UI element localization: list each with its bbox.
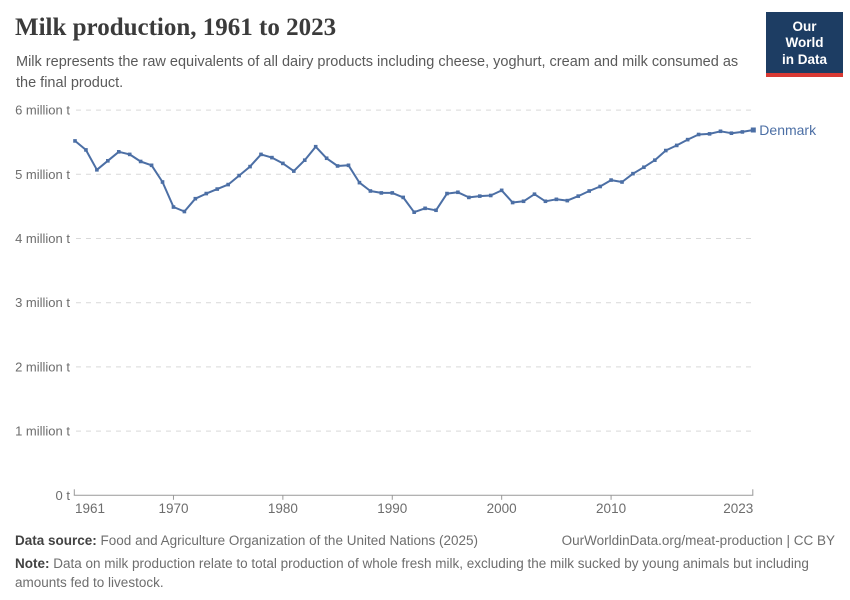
x-tick-label: 1970	[158, 501, 188, 516]
data-point[interactable]	[576, 194, 581, 198]
data-point[interactable]	[718, 129, 723, 134]
x-tick-label: 1990	[377, 501, 407, 516]
data-point-end[interactable]	[750, 127, 756, 133]
data-point[interactable]	[663, 148, 668, 153]
x-tick-label: 2023	[723, 501, 753, 516]
owid-link[interactable]: OurWorldinData.org/meat-production | CC …	[561, 533, 835, 548]
data-point[interactable]	[685, 137, 690, 142]
owid-logo-line1: Our World	[785, 19, 824, 51]
data-point[interactable]	[259, 152, 263, 157]
data-point[interactable]	[565, 198, 570, 203]
x-tick-label: 2000	[487, 501, 517, 516]
data-source-label: Data source:	[15, 533, 97, 548]
data-point[interactable]	[445, 191, 449, 196]
data-point[interactable]	[390, 191, 395, 195]
data-point[interactable]	[346, 163, 351, 168]
data-point[interactable]	[609, 178, 613, 182]
chart-header: Milk production, 1961 to 2023 Milk repre…	[15, 14, 755, 94]
data-point[interactable]	[313, 144, 318, 149]
data-point[interactable]	[357, 180, 362, 185]
data-point[interactable]	[204, 191, 209, 196]
y-tick-label: 2 million t	[15, 359, 70, 374]
y-tick-label: 0 t	[56, 488, 71, 503]
data-point[interactable]	[138, 159, 143, 164]
data-point[interactable]	[160, 180, 165, 184]
x-tick-label: 1980	[268, 501, 298, 516]
y-tick-label: 1 million t	[15, 424, 70, 439]
data-point[interactable]	[642, 165, 646, 170]
data-point[interactable]	[237, 173, 241, 178]
y-tick-label: 6 million t	[15, 103, 70, 118]
data-point[interactable]	[226, 182, 230, 187]
data-point[interactable]	[368, 189, 373, 193]
data-point[interactable]	[324, 156, 329, 161]
data-point[interactable]	[379, 191, 384, 195]
data-point[interactable]	[281, 161, 285, 166]
note-label: Note:	[15, 556, 50, 572]
y-tick-label: 5 million t	[15, 167, 70, 182]
data-point[interactable]	[554, 197, 559, 202]
data-point[interactable]	[292, 169, 296, 173]
data-point[interactable]	[543, 199, 548, 204]
data-point[interactable]	[510, 200, 515, 205]
data-point[interactable]	[532, 192, 537, 197]
owid-logo[interactable]: Our World in Data	[766, 12, 843, 78]
data-point[interactable]	[248, 164, 252, 169]
data-source: Data source: Food and Agriculture Organi…	[15, 531, 478, 550]
chart-subtitle: Milk represents the raw equivalents of a…	[16, 53, 739, 91]
data-point[interactable]	[335, 164, 340, 168]
series-line[interactable]	[74, 129, 755, 214]
owid-logo-accent-bar	[766, 73, 843, 78]
data-point[interactable]	[182, 209, 187, 214]
data-point[interactable]	[521, 199, 526, 204]
data-point[interactable]	[302, 158, 307, 162]
data-point[interactable]	[73, 139, 77, 143]
data-point[interactable]	[127, 152, 132, 157]
data-point[interactable]	[740, 130, 745, 134]
data-point[interactable]	[95, 168, 99, 172]
data-point[interactable]	[653, 158, 657, 162]
data-point[interactable]	[499, 188, 504, 193]
data-source-text: Food and Agriculture Organization of the…	[100, 533, 479, 548]
data-point[interactable]	[488, 193, 493, 198]
data-point[interactable]	[401, 195, 406, 200]
owid-logo-line2: in Data	[781, 51, 827, 67]
data-point[interactable]	[434, 208, 438, 213]
data-point[interactable]	[193, 196, 198, 201]
chart-note: Note: Data on milk production relate to …	[15, 554, 815, 592]
data-point[interactable]	[270, 155, 274, 160]
series-end-label[interactable]: Denmark	[759, 122, 817, 138]
data-point[interactable]	[631, 171, 635, 176]
data-point[interactable]	[729, 131, 734, 136]
y-tick-label: 4 million t	[15, 231, 70, 246]
chart-title: Milk production, 1961 to 2023	[15, 14, 337, 41]
data-point[interactable]	[116, 150, 121, 154]
source-row: Data source: Food and Agriculture Organi…	[15, 531, 835, 550]
data-point[interactable]	[477, 194, 482, 198]
data-point[interactable]	[106, 159, 110, 163]
data-point[interactable]	[696, 132, 701, 137]
data-point[interactable]	[707, 132, 712, 136]
x-tick-label: 2010	[596, 501, 626, 516]
data-point[interactable]	[620, 180, 624, 184]
data-point[interactable]	[456, 190, 460, 195]
y-tick-label: 3 million t	[15, 295, 70, 310]
chart-footer: Data source: Food and Agriculture Organi…	[15, 531, 835, 592]
data-point[interactable]	[674, 143, 679, 148]
x-tick-label: 1961	[75, 501, 105, 516]
data-point[interactable]	[215, 187, 220, 191]
data-point[interactable]	[84, 148, 88, 152]
data-point[interactable]	[412, 210, 416, 214]
data-point[interactable]	[587, 189, 591, 193]
data-point[interactable]	[149, 163, 154, 168]
note-text: Data on milk production relate to total …	[15, 556, 809, 591]
data-point[interactable]	[598, 184, 602, 189]
data-point[interactable]	[423, 206, 427, 211]
data-point[interactable]	[467, 195, 471, 200]
data-point[interactable]	[171, 205, 176, 209]
